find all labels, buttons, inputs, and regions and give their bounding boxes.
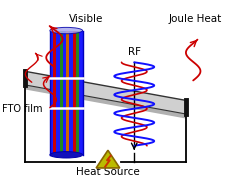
Text: Visible: Visible: [69, 14, 103, 24]
Ellipse shape: [50, 27, 83, 34]
Text: FTO film: FTO film: [2, 105, 42, 115]
Ellipse shape: [50, 152, 83, 158]
Polygon shape: [25, 71, 186, 114]
Polygon shape: [25, 85, 186, 119]
Polygon shape: [60, 31, 63, 155]
Polygon shape: [53, 31, 57, 155]
Polygon shape: [76, 31, 79, 155]
Polygon shape: [96, 150, 120, 168]
Polygon shape: [50, 31, 53, 155]
Text: Heat Source: Heat Source: [76, 167, 140, 177]
Polygon shape: [69, 31, 73, 155]
Text: Joule Heat: Joule Heat: [169, 14, 222, 24]
Polygon shape: [79, 31, 83, 155]
Polygon shape: [63, 31, 66, 155]
Polygon shape: [57, 31, 60, 155]
Polygon shape: [73, 31, 76, 155]
Text: RF: RF: [128, 47, 141, 57]
Polygon shape: [66, 31, 69, 155]
